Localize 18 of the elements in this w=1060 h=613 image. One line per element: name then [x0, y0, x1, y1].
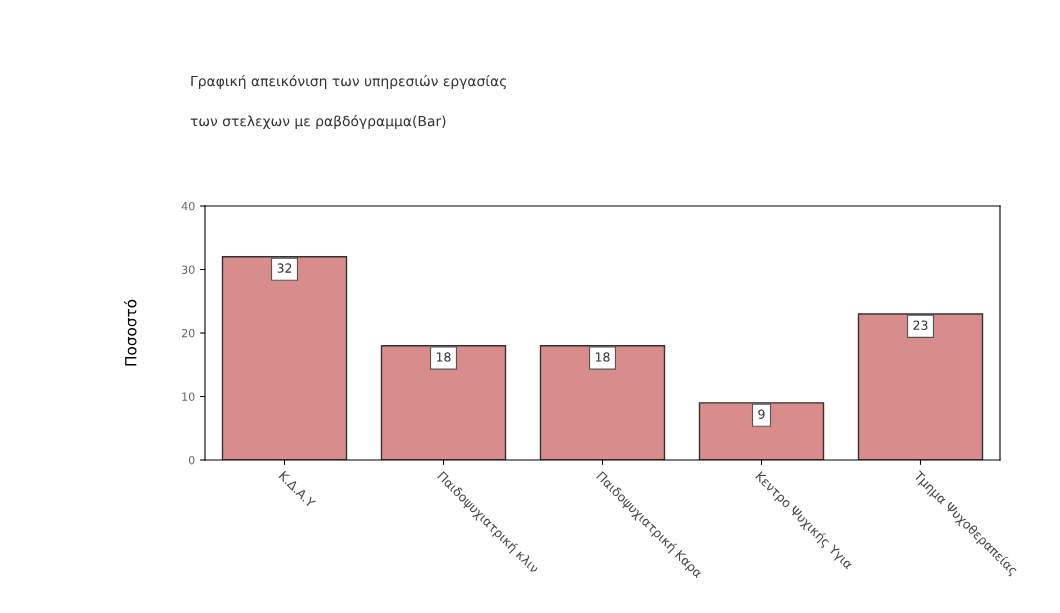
y-axis-title: Ποσοστό [124, 299, 137, 366]
bar [539, 345, 666, 460]
bar [857, 313, 984, 460]
chart-title: Γραφική απεικόνιση των υπηρεσιών εργασίας [191, 74, 506, 90]
bar [221, 256, 348, 460]
data-label: 18 [436, 352, 451, 362]
y-tick-label: 10 [182, 392, 195, 401]
y-tick-label: 40 [181, 201, 195, 211]
data-label: 18 [595, 352, 610, 362]
bar [698, 402, 825, 460]
bar [380, 345, 507, 460]
data-label: 23 [913, 320, 928, 330]
y-tick-label: 30 [181, 265, 195, 274]
data-label: 32 [277, 263, 292, 273]
chart-subtitle: των στελεχων με ραβδόγραμμα(Bar) [190, 115, 446, 129]
y-tick-label: 0 [188, 455, 195, 465]
y-tick-label: 20 [181, 328, 195, 338]
data-label: 9 [758, 409, 765, 419]
